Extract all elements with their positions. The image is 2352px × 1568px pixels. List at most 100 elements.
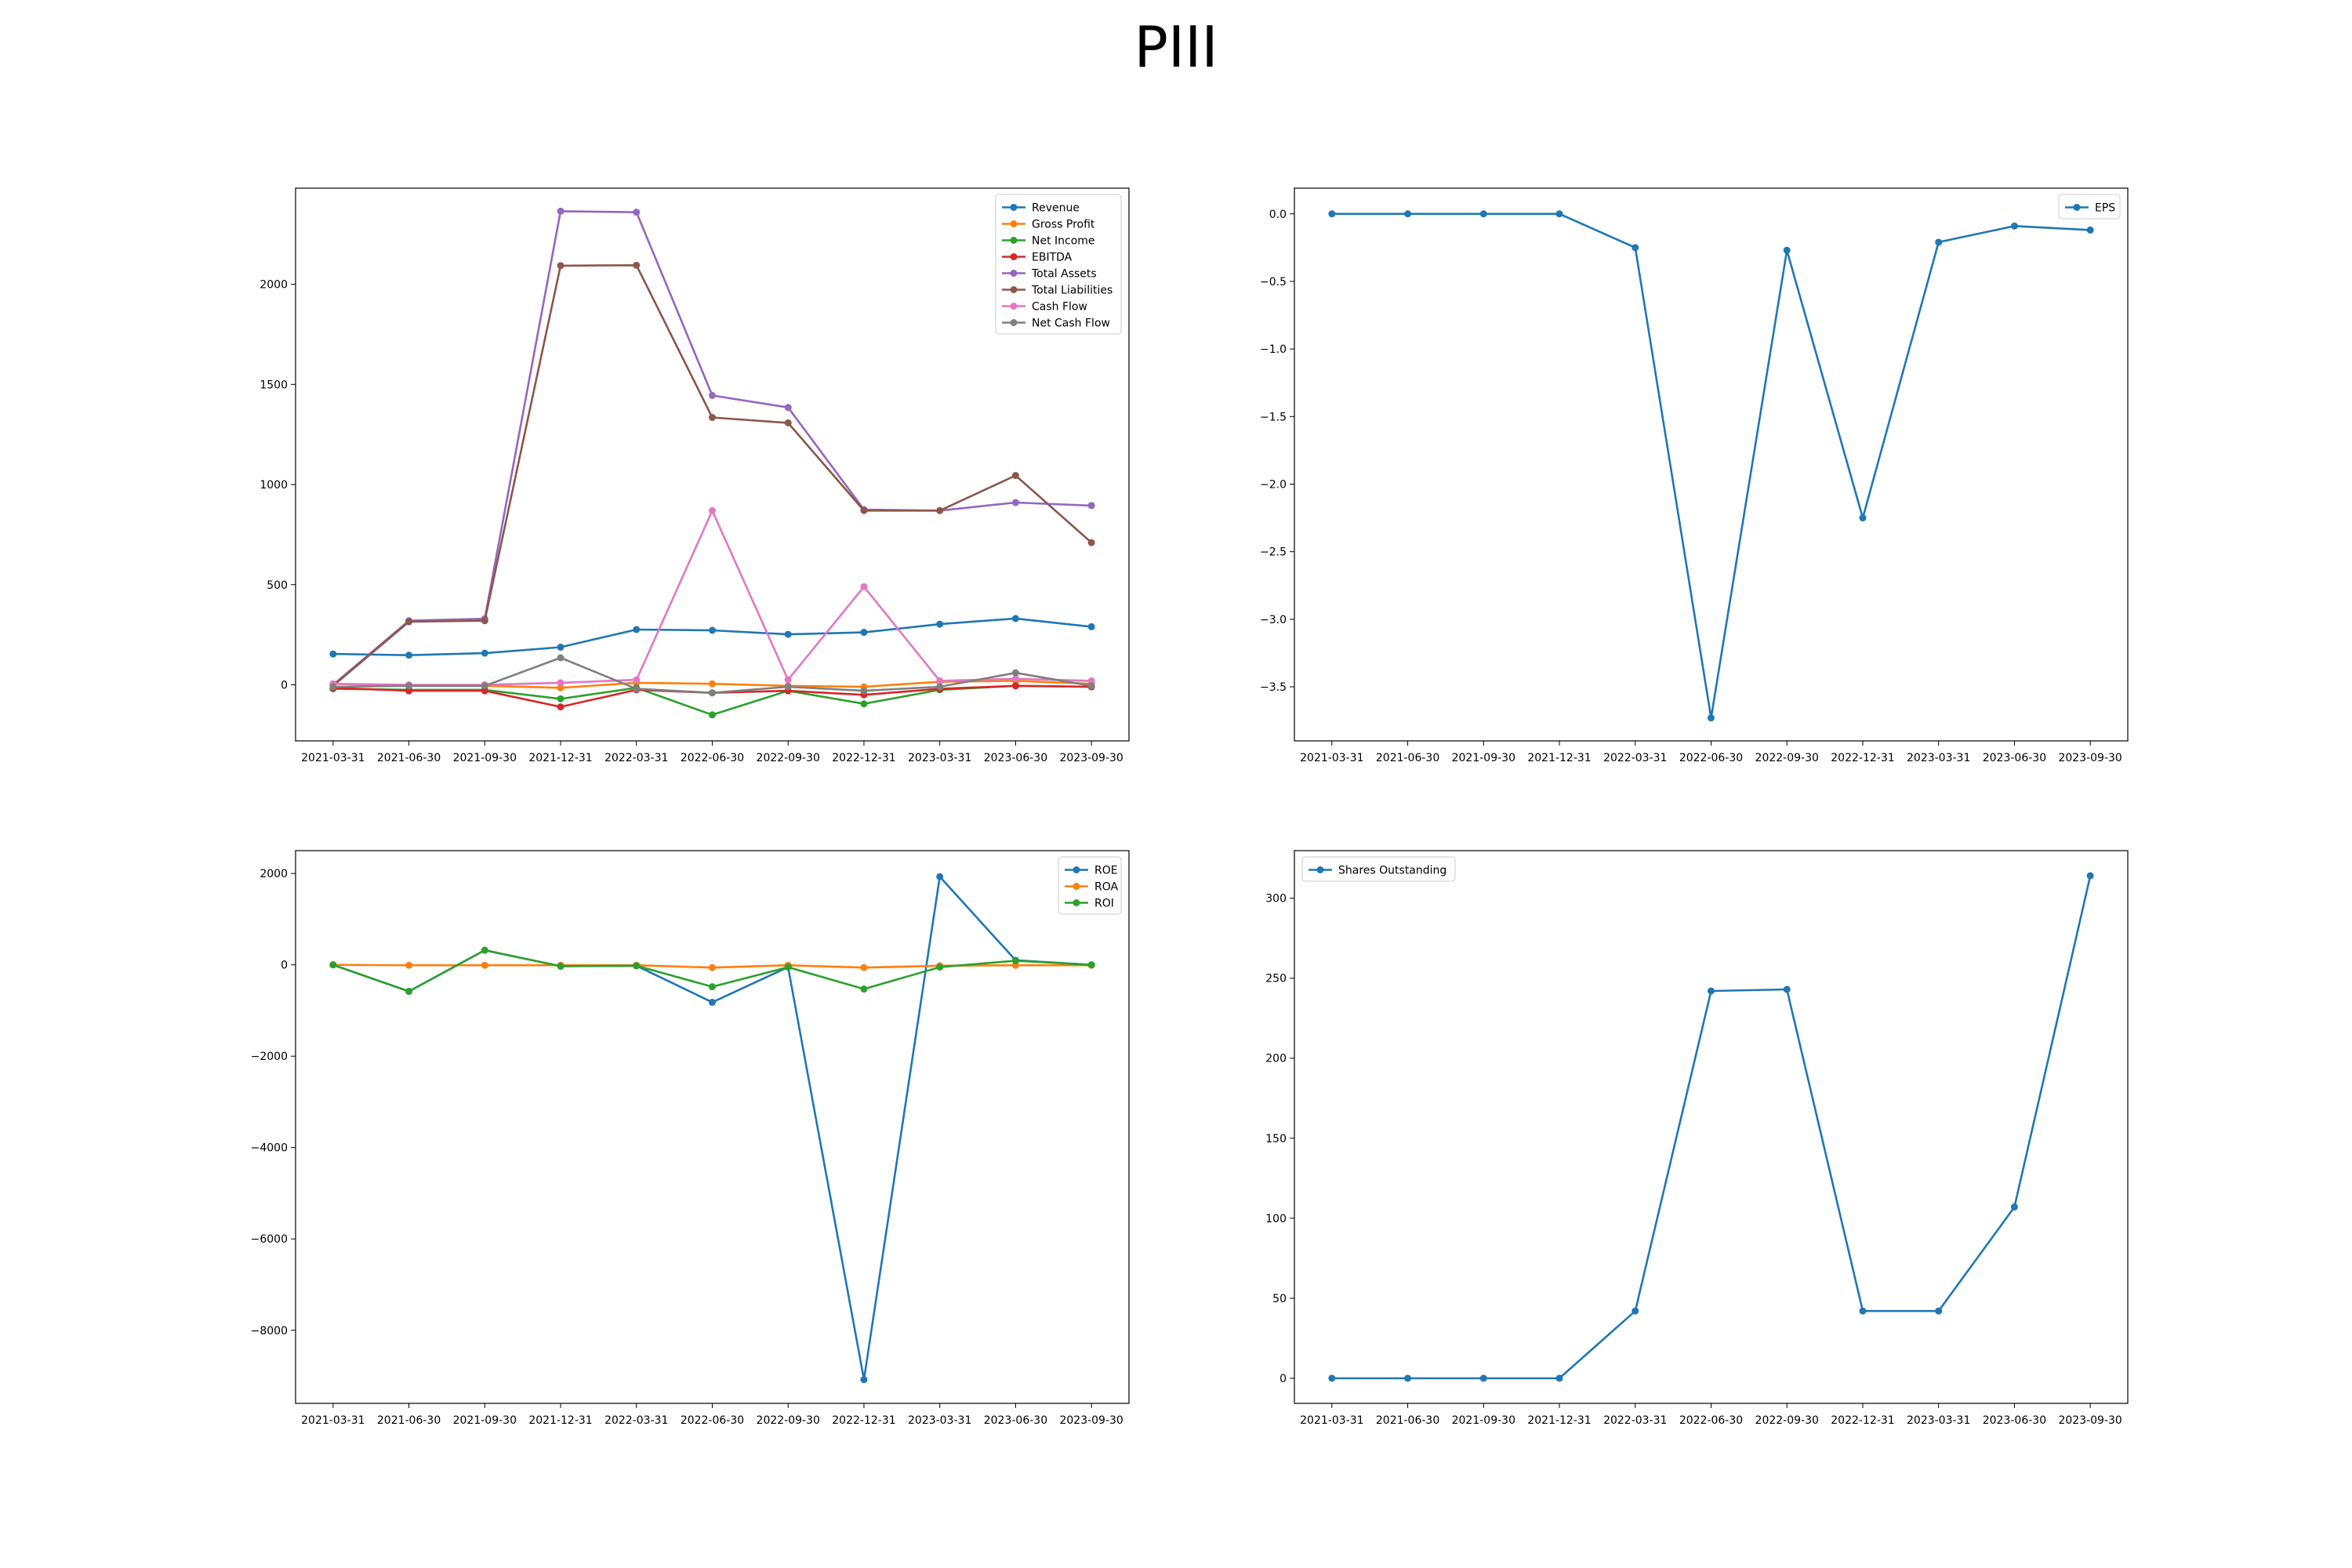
data-point: [1012, 499, 1019, 506]
y-tick-label: 0: [281, 960, 288, 972]
y-tick-label: 0: [281, 679, 288, 691]
series-total-assets: [329, 208, 1094, 688]
data-point: [1935, 238, 1942, 245]
axes-frame: [296, 851, 1129, 1403]
chart-4: 2021-03-31 2021-06-30 2021-09-30 2021-12-31…: [1265, 851, 2128, 1427]
series-line: [1332, 214, 2090, 718]
series-roe: [329, 873, 1094, 1383]
y-tick-label: 1000: [260, 479, 288, 492]
data-point: [405, 652, 412, 659]
data-point: [785, 684, 792, 691]
y-tick-label: −2.5: [1260, 546, 1287, 559]
data-point: [709, 689, 716, 696]
data-point: [633, 262, 640, 269]
x-tick-label: 2023-09-30: [1059, 752, 1123, 764]
data-point: [633, 209, 640, 216]
data-point: [405, 619, 412, 626]
data-point: [785, 404, 792, 411]
legend: EPS: [2059, 194, 2120, 219]
data-point: [1404, 210, 1411, 217]
data-point: [785, 964, 792, 971]
legend-marker: [1011, 204, 1018, 211]
data-point: [1480, 210, 1487, 217]
legend: Shares Outstanding: [1302, 857, 1455, 881]
data-point: [1088, 961, 1095, 968]
legend-label: Revenue: [1032, 202, 1080, 215]
y-tick-label: 500: [267, 579, 288, 592]
legend-marker: [1011, 237, 1018, 244]
legend-marker: [1073, 866, 1080, 873]
x-tick-label: 2022-03-31: [1603, 752, 1667, 764]
data-point: [709, 983, 716, 990]
x-tick-label: 2022-12-31: [1831, 1414, 1894, 1427]
data-point: [481, 617, 488, 624]
x-tick-label: 2021-06-30: [1376, 752, 1439, 764]
data-point: [785, 631, 792, 638]
data-point: [557, 679, 564, 686]
data-point: [860, 700, 867, 707]
series-line: [333, 265, 1091, 686]
data-point: [1784, 247, 1791, 254]
legend-marker: [1011, 286, 1018, 293]
legend-marker: [1011, 270, 1018, 277]
data-point: [633, 677, 640, 684]
data-point: [557, 963, 564, 970]
axes-frame: [1294, 188, 2128, 741]
y-tick-label: 0: [1279, 1373, 1287, 1385]
x-tick-label: 2022-09-30: [757, 1414, 820, 1427]
x-tick-label: 2021-12-31: [528, 1414, 592, 1427]
legend-marker: [1073, 899, 1080, 906]
legend-label: Total Liabilities: [1031, 285, 1112, 297]
data-point: [936, 684, 943, 691]
x-tick-label: 2022-06-30: [1679, 1414, 1743, 1427]
data-point: [1328, 1374, 1335, 1381]
legend-label: Net Cash Flow: [1032, 318, 1110, 330]
data-point: [557, 654, 564, 661]
x-tick-label: 2021-12-31: [1527, 752, 1591, 764]
data-point: [1012, 957, 1019, 964]
data-point: [2011, 1203, 2018, 1210]
y-tick-label: 50: [1272, 1293, 1287, 1305]
x-tick-label: 2021-12-31: [1527, 1414, 1591, 1427]
y-tick-label: −0.5: [1260, 276, 1287, 289]
x-tick-label: 2021-06-30: [1376, 1414, 1439, 1427]
data-point: [405, 682, 412, 689]
data-point: [936, 873, 943, 880]
data-point: [1480, 1374, 1487, 1381]
y-tick-label: 2000: [260, 868, 288, 880]
data-point: [633, 962, 640, 969]
y-tick-label: −3.0: [1260, 614, 1287, 626]
data-point: [1088, 539, 1095, 546]
data-point: [2011, 223, 2018, 230]
data-point: [1404, 1374, 1411, 1381]
y-tick-label: 200: [1265, 1053, 1287, 1065]
x-tick-label: 2022-09-30: [1755, 752, 1819, 764]
data-point: [1708, 714, 1715, 721]
y-tick-label: −1.5: [1260, 411, 1287, 423]
x-tick-label: 2023-03-31: [908, 752, 971, 764]
data-point: [936, 964, 943, 971]
data-point: [329, 651, 336, 658]
data-point: [709, 999, 716, 1006]
x-tick-label: 2023-09-30: [1059, 1414, 1123, 1427]
data-point: [860, 629, 867, 636]
chart-3: 2021-03-31 2021-06-30 2021-09-30 2021-12-31…: [251, 851, 1129, 1427]
y-tick-label: −2000: [251, 1051, 288, 1063]
data-point: [405, 988, 412, 995]
legend-label: ROA: [1094, 881, 1119, 894]
x-tick-label: 2022-06-30: [681, 1414, 744, 1427]
y-tick-label: 250: [1265, 973, 1287, 985]
data-point: [1784, 985, 1791, 993]
data-point: [709, 392, 716, 399]
data-point: [1088, 502, 1095, 509]
data-point: [2087, 227, 2094, 234]
y-tick-label: −2.0: [1260, 478, 1287, 491]
legend: ROE ROA ROI: [1058, 857, 1121, 914]
data-point: [936, 621, 943, 628]
data-point: [936, 507, 943, 514]
x-tick-label: 2021-03-31: [1300, 1414, 1363, 1427]
data-point: [1012, 615, 1019, 622]
x-tick-label: 2022-12-31: [1831, 752, 1894, 764]
x-tick-label: 2021-03-31: [301, 752, 365, 764]
data-point: [860, 507, 867, 514]
